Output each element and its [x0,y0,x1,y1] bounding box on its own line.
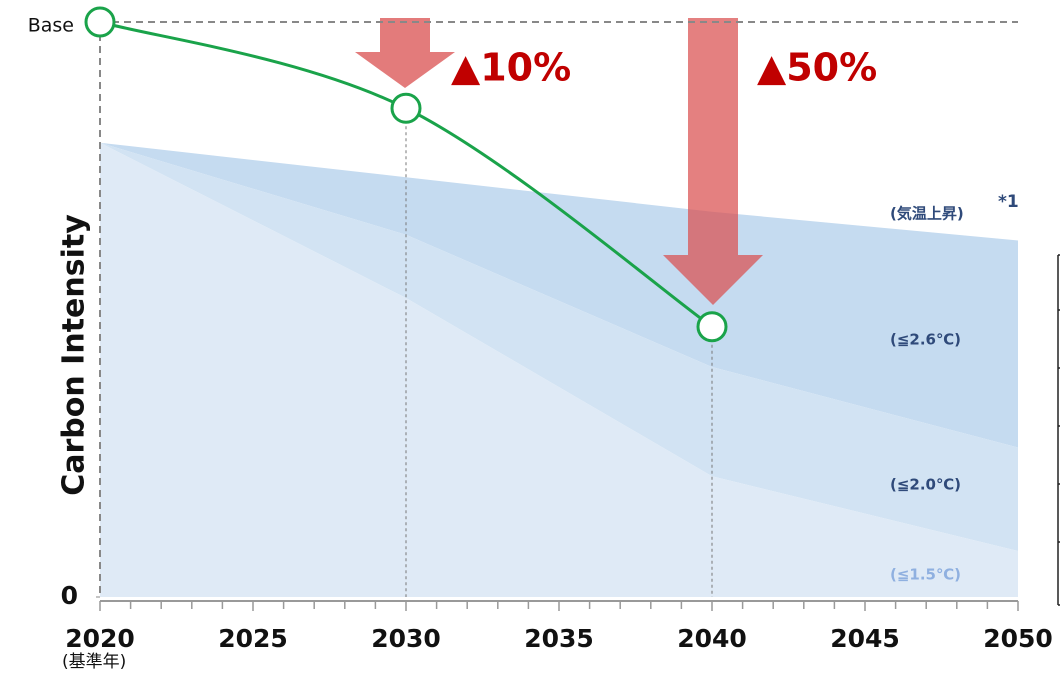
band-area [100,142,1018,597]
band-header: (気温上昇) [890,205,964,223]
band-area [100,142,1018,551]
point [696,311,728,343]
point [390,92,422,124]
arrow [355,18,455,88]
x-tick-label: 2035 [524,624,594,653]
x-tick-label: 2020 [65,624,135,653]
x-tick-label: 2025 [218,624,288,653]
y-tick-label: 0 [61,581,78,610]
x-tick-label: 2045 [830,624,900,653]
annotation: ▲50% [757,46,877,90]
band-label: (≦2.0℃) [890,476,961,494]
band-area [100,142,1018,448]
x-note: (基準年) [62,652,126,672]
band-header-note: *1 [998,192,1019,212]
bands [100,142,1018,597]
band-label: (≦1.5℃) [890,566,961,584]
band-label: (≦2.6℃) [890,331,961,349]
x-tick-label: 2050 [983,624,1053,653]
y-tick-label: Base [28,15,74,37]
y-axis-title: Carbon Intensity [57,214,92,496]
point [84,6,116,38]
arrow [663,18,763,305]
x-tick-label: 2040 [677,624,747,653]
annotation: ▲10% [451,46,571,90]
x-tick-label: 2030 [371,624,441,653]
